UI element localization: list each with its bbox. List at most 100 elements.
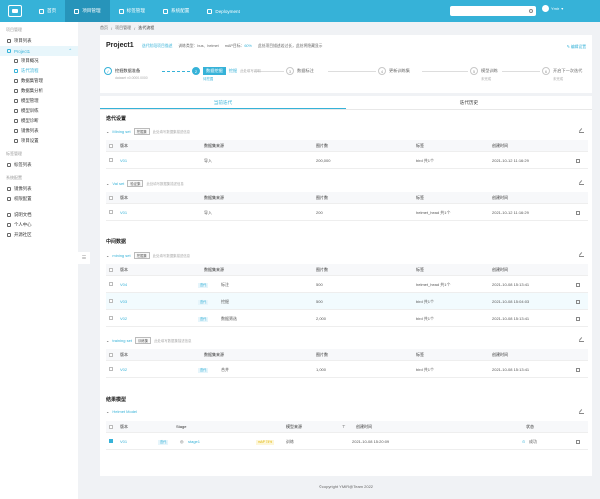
sidebar-item-image-list[interactable]: 镜像列表 bbox=[0, 184, 78, 194]
select-all-checkbox[interactable] bbox=[109, 424, 113, 429]
table-header: 版本 数据集来源 图片数 标签 创建时间 bbox=[106, 264, 588, 276]
sidebar-item-training[interactable]: 模型训练 bbox=[0, 106, 78, 116]
sidebar-item-project1[interactable]: Project1 ⌃ bbox=[0, 46, 78, 56]
table-row[interactable]: V04 迭代 标注 500 helmet_head 共1个 2021-10-08… bbox=[106, 276, 588, 293]
sidebar-item-dataset-analysis[interactable]: 数据集分析 bbox=[0, 86, 78, 96]
select-all-checkbox[interactable] bbox=[109, 352, 113, 357]
chevron-down-icon[interactable]: ⌄ bbox=[106, 253, 110, 258]
table-row[interactable]: V01 导入 200,000 bird 共1个 2021-10-12 11:16… bbox=[106, 152, 588, 169]
sidebar-item-label-list[interactable]: 标签列表 bbox=[0, 160, 78, 170]
stage-icon: ◎ bbox=[180, 439, 184, 444]
sidebar-collapse-button[interactable]: ☰ bbox=[78, 252, 90, 264]
step-3[interactable]: 3 数据标注 bbox=[286, 67, 314, 76]
search-input[interactable] bbox=[450, 6, 536, 16]
app-logo[interactable] bbox=[0, 0, 30, 22]
sidebar-item-datasets[interactable]: 数据集管理 bbox=[0, 76, 78, 86]
more-icon[interactable] bbox=[576, 316, 580, 321]
breadcrumb-home[interactable]: 首页 bbox=[100, 25, 108, 30]
breadcrumb-project-management[interactable]: 项目管理 bbox=[115, 25, 132, 30]
sidebar-item-iteration[interactable]: 迭代流程 bbox=[0, 66, 78, 76]
edit-icon[interactable] bbox=[579, 337, 584, 342]
sidebar-item-profile[interactable]: 个人中心 bbox=[0, 220, 78, 230]
more-icon[interactable] bbox=[576, 439, 580, 444]
sidebar-item-permissions[interactable]: 权限配置 bbox=[0, 194, 78, 204]
chevron-down-icon[interactable]: ⌄ bbox=[106, 129, 110, 134]
row-actions[interactable] bbox=[574, 361, 580, 378]
gear-icon bbox=[14, 139, 18, 143]
table-row[interactable]: V01 迭代 ◎ stage1 mAP 74% 训练 2021-10-08 15… bbox=[106, 433, 588, 450]
table-row[interactable]: V02 迭代 合并 1,000 bird 共1个 2021-10-08 15:1… bbox=[106, 361, 588, 378]
row-checkbox[interactable] bbox=[109, 158, 113, 162]
step-2[interactable]: 2 数据挖掘 待挖掘 挖掘 此处填写说明 bbox=[192, 67, 261, 81]
section-iteration-settings: 迭代设置 bbox=[106, 116, 127, 122]
tag-icon bbox=[118, 8, 124, 14]
iteration-badge: 迭代 bbox=[198, 368, 209, 373]
row-actions[interactable] bbox=[574, 276, 580, 293]
nav-deployment[interactable]: Deployment bbox=[198, 0, 249, 22]
row-checkbox[interactable] bbox=[109, 439, 113, 443]
nav-project-management[interactable]: 项目管理 bbox=[65, 0, 110, 22]
chevron-down-icon[interactable]: ⌄ bbox=[106, 338, 110, 343]
more-icon[interactable] bbox=[576, 210, 580, 215]
edit-icon[interactable] bbox=[579, 252, 584, 257]
edit-icon[interactable] bbox=[579, 180, 584, 185]
step-1[interactable]: ✓ 挖掘数据准备 dataset v0.0000.0000 bbox=[104, 67, 148, 80]
home-icon bbox=[39, 8, 44, 14]
table-row[interactable]: V03 迭代 挖掘 500 bird 共1个 2021-10-08 15:04:… bbox=[106, 293, 588, 310]
row-actions[interactable] bbox=[574, 433, 580, 450]
table-row[interactable]: V01 导入 200 helmet_head 共1个 2021-10-12 11… bbox=[106, 204, 588, 221]
group-helmet-model: ⌄ Helmet Model bbox=[106, 409, 138, 414]
stage-select[interactable]: stage1 bbox=[188, 439, 201, 444]
table-model: 版本 Stage 模型来源 ⊤ 创建时间 状态 V01 迭代 ◎ stage1 … bbox=[106, 421, 588, 450]
edit-icon[interactable] bbox=[579, 128, 584, 133]
row-actions[interactable] bbox=[574, 310, 580, 327]
permission-icon bbox=[7, 197, 11, 201]
project-icon bbox=[74, 8, 80, 14]
table-row[interactable]: V02 迭代 数据筛选 2,000 bird 共1个 2021-10-08 15… bbox=[106, 310, 588, 327]
nav-system-config[interactable]: 系统配置 bbox=[154, 0, 198, 22]
table-header: 版本 数据集来源 图片数 标签 创建时间 bbox=[106, 349, 588, 361]
nav-home[interactable]: 首页 bbox=[30, 0, 65, 22]
select-all-checkbox[interactable] bbox=[109, 143, 113, 148]
training-icon bbox=[14, 109, 18, 113]
group-mining-set-2: ⌄ mining set 挖掘集 此处填写数据集描述信息 bbox=[106, 252, 191, 259]
select-all-checkbox[interactable] bbox=[109, 267, 113, 272]
user-menu[interactable]: Ymir ▾ bbox=[542, 5, 563, 12]
sidebar-item-community[interactable]: 开源社区 bbox=[0, 230, 78, 240]
row-checkbox[interactable] bbox=[109, 316, 113, 320]
row-checkbox[interactable] bbox=[109, 282, 113, 286]
sidebar-item-images[interactable]: 镜像列表 bbox=[0, 126, 78, 136]
step-4[interactable]: 4 更新训练集 bbox=[378, 67, 410, 76]
tab-iteration-history[interactable]: 迭代历史 bbox=[459, 100, 479, 105]
step-5[interactable]: 5 模型训练 未完成 bbox=[470, 67, 498, 81]
row-actions[interactable] bbox=[574, 204, 580, 221]
more-icon[interactable] bbox=[576, 282, 580, 287]
sidebar-item-overview[interactable]: 项目概况 bbox=[0, 56, 78, 66]
group-training-set: ⌄ training set 训练集 此处填写数据集描述信息 bbox=[106, 337, 192, 344]
sidebar-item-diagnosis[interactable]: 模型诊断 bbox=[0, 116, 78, 126]
more-icon[interactable] bbox=[576, 367, 580, 372]
sidebar-item-docs[interactable]: 说明文档 bbox=[0, 210, 78, 220]
nav-label-management[interactable]: 标签管理 bbox=[110, 0, 154, 22]
chevron-down-icon[interactable]: ⌄ bbox=[106, 181, 110, 186]
row-actions[interactable] bbox=[574, 293, 580, 310]
sidebar-item-models[interactable]: 模型管理 bbox=[0, 96, 78, 106]
edit-settings-link[interactable]: ✎ 编辑设置 bbox=[566, 45, 586, 49]
sidebar-item-project-list[interactable]: 项目列表 bbox=[0, 36, 78, 46]
search-icon bbox=[529, 9, 533, 13]
sidebar-item-settings[interactable]: 项目设置 bbox=[0, 136, 78, 146]
row-checkbox[interactable] bbox=[109, 299, 113, 303]
chevron-down-icon: ▾ bbox=[561, 6, 564, 11]
row-checkbox[interactable] bbox=[109, 210, 113, 214]
select-all-checkbox[interactable] bbox=[109, 195, 113, 200]
tab-current-iteration[interactable]: 当前迭代 bbox=[100, 96, 346, 109]
more-icon[interactable] bbox=[576, 299, 580, 304]
row-actions[interactable] bbox=[574, 152, 580, 169]
step-6[interactable]: 6 开启下一次迭代 未完成 bbox=[542, 67, 582, 81]
breadcrumb-current: 迭代流程 bbox=[138, 25, 155, 30]
edit-icon[interactable] bbox=[579, 409, 584, 414]
row-checkbox[interactable] bbox=[109, 367, 113, 371]
more-icon[interactable] bbox=[576, 158, 580, 163]
chevron-down-icon[interactable]: ⌄ bbox=[106, 409, 110, 414]
filter-icon[interactable]: ⊤ bbox=[342, 424, 346, 429]
